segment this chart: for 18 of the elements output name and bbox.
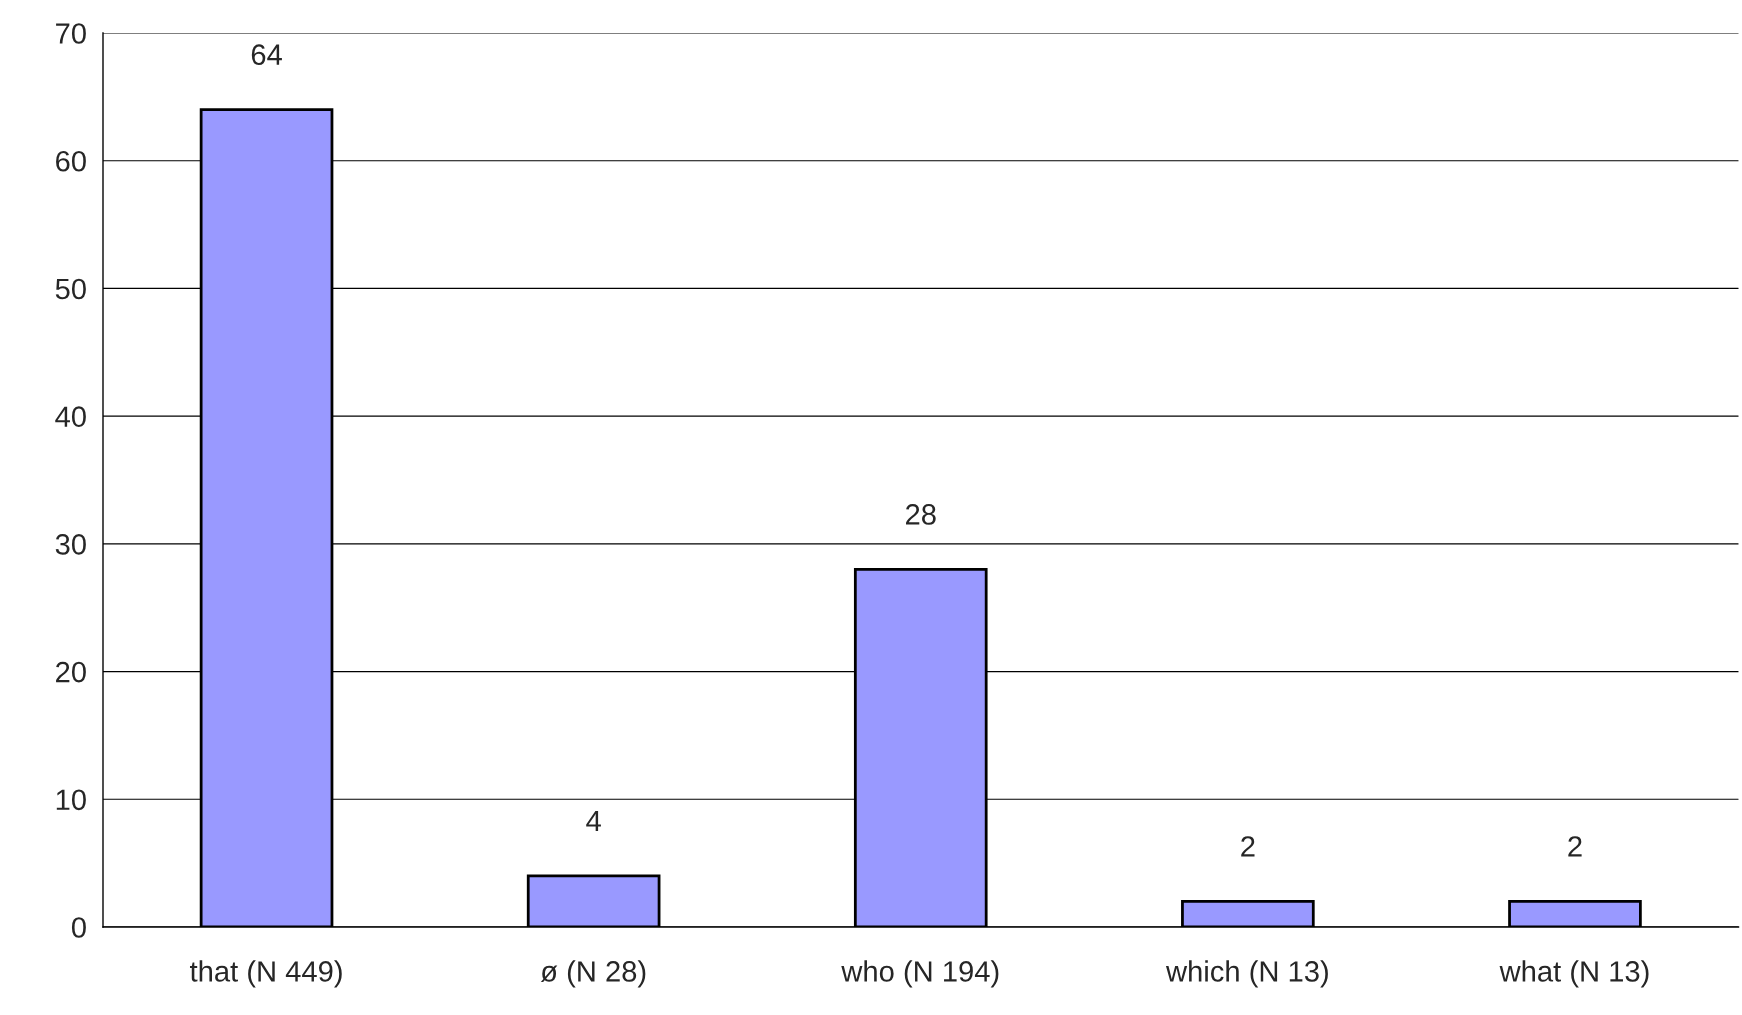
data-label: 28 (906, 504, 936, 525)
x-tick-label: which (N 13) (1165, 960, 1328, 988)
x-tick-label: that (N 449) (190, 960, 342, 988)
y-tick-label: 10 (56, 789, 86, 811)
y-tick-label: 70 (56, 23, 86, 44)
y-tick-label: 40 (55, 406, 86, 427)
y-tick-label: 50 (55, 278, 86, 300)
y-tick-label: 20 (56, 661, 86, 683)
y-tick-label: 30 (55, 534, 86, 555)
y-tick-label: 60 (56, 150, 86, 172)
x-tick-label: who (N 194) (841, 960, 999, 988)
y-tick-label: 0 (71, 917, 86, 938)
x-tick-label: what (N 13) (1499, 960, 1649, 988)
data-label: 4 (586, 810, 601, 831)
data-label: 2 (1241, 836, 1255, 857)
x-tick-label: ø (N 28) (540, 960, 646, 988)
data-label: 64 (251, 44, 282, 65)
data-label: 2 (1568, 836, 1582, 857)
